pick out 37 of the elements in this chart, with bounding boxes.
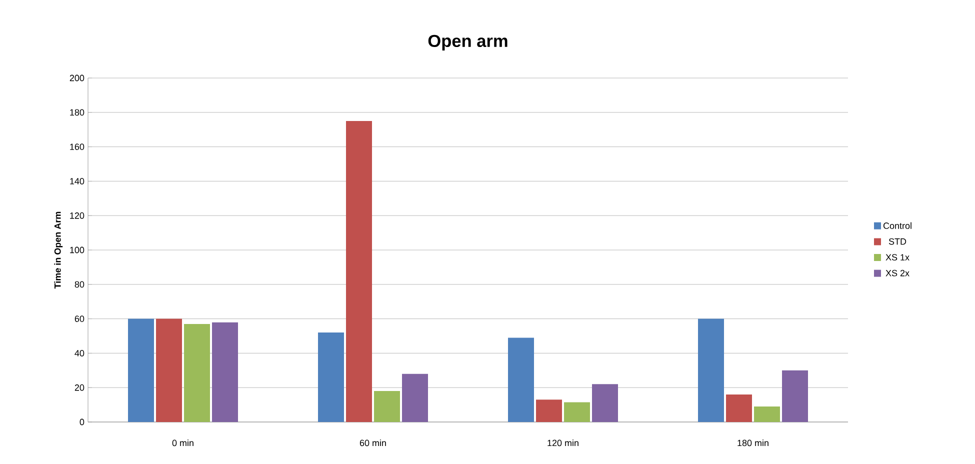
bar (726, 394, 752, 422)
bar (212, 322, 238, 422)
bar (156, 318, 182, 422)
bar (754, 406, 780, 422)
bar (508, 338, 534, 422)
bar (128, 318, 154, 422)
bar (592, 384, 618, 422)
y-tick-label: 160 (70, 144, 84, 150)
bar (782, 370, 808, 422)
y-tick-label: 60 (74, 316, 84, 322)
bar (698, 318, 724, 422)
bar (346, 121, 372, 422)
bar (184, 324, 210, 422)
y-tick-label: 200 (70, 74, 84, 82)
bar (374, 391, 400, 422)
y-tick-label: 80 (74, 281, 84, 288)
legend-label: XS 1x (886, 254, 910, 260)
bar (318, 332, 344, 422)
y-tick-label: 100 (70, 246, 84, 254)
x-tick-label: 120 min (548, 440, 578, 446)
legend-label: XS 2x (886, 270, 910, 276)
legend-label: Control (883, 222, 912, 229)
y-tick-label: 0 (80, 418, 84, 426)
legend-label: STD (888, 238, 906, 245)
x-tick-label: 0 min (172, 440, 194, 446)
y-axis-title: Time in Open Arm (54, 212, 63, 289)
y-tick-label: 40 (74, 350, 84, 356)
y-tick-label: 20 (74, 384, 84, 391)
y-tick-label: 140 (70, 178, 84, 184)
bar (564, 402, 590, 422)
chart-title: Open arm (428, 34, 508, 50)
bar (536, 400, 562, 422)
y-tick-label: 180 (70, 109, 84, 116)
x-tick-label: 180 min (738, 440, 768, 446)
x-tick-label: 60 min (360, 440, 386, 446)
y-tick-label: 120 (70, 212, 84, 219)
bar (402, 374, 428, 422)
